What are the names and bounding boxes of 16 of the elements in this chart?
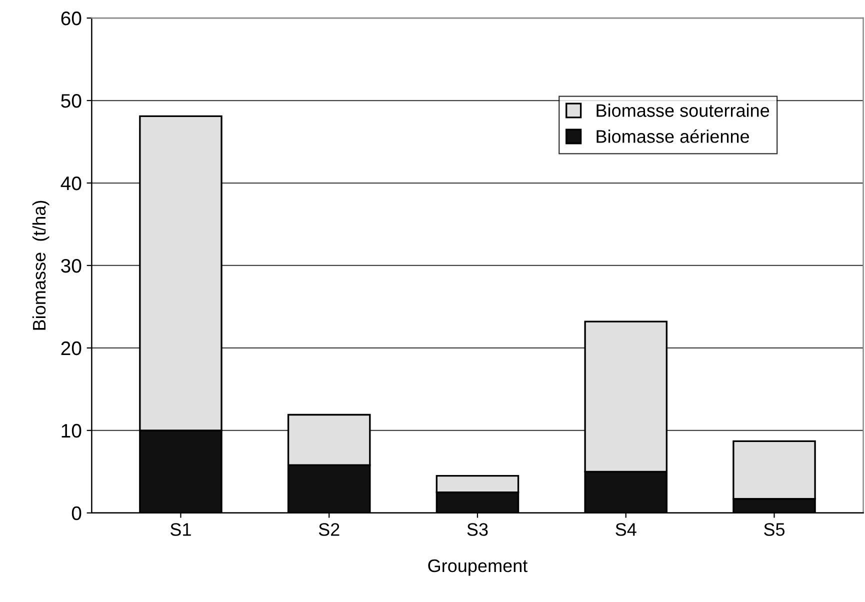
x-tick-label: S1 <box>170 523 191 536</box>
y-axis-title: Biomasse (t/ha) <box>32 200 50 330</box>
x-axis-title: Groupement <box>428 559 528 576</box>
y-tick-label: 60 <box>61 12 82 26</box>
y-tick-label: 40 <box>60 176 82 190</box>
x-tick-label: S4 <box>616 523 636 536</box>
x-tick-label: S5 <box>764 523 785 536</box>
y-tick-label: 20 <box>61 341 82 356</box>
y-tick-label: 10 <box>62 424 82 438</box>
x-tick-label: S2 <box>318 523 340 536</box>
legend-label: Biomasse aérienne <box>596 129 750 143</box>
y-tick-label: 50 <box>61 94 82 108</box>
y-tick-label: 0 <box>72 506 82 520</box>
x-tick-label: S3 <box>467 523 488 536</box>
y-tick-label: 30 <box>61 258 82 273</box>
legend-label: Biomasse souterraine <box>596 104 770 117</box>
